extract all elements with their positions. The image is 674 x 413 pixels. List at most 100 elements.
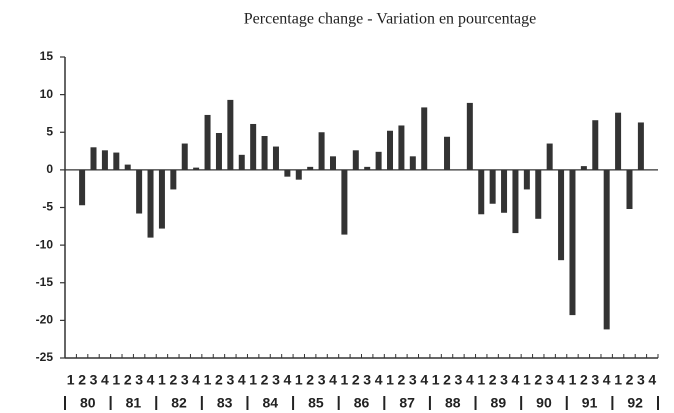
bar (250, 123, 257, 170)
x-tick-label: 1 (204, 372, 212, 388)
x-tick-label: 2 (124, 372, 132, 388)
x-tick-label: 1 (295, 372, 303, 388)
chart-title: Percentage change - Variation en pourcen… (244, 11, 536, 28)
x-tick-label: 4 (603, 372, 611, 388)
x-tick-label: 2 (489, 372, 497, 388)
x-tick-label: 1 (477, 372, 485, 388)
x-tick-label: 4 (283, 372, 291, 388)
bar (193, 167, 200, 170)
year-label: 88 (445, 395, 461, 411)
x-tick-label: 2 (78, 372, 86, 388)
x-tick-label: 3 (409, 372, 417, 388)
x-tick-label: 1 (112, 372, 120, 388)
bar (387, 130, 394, 170)
year-label: 89 (491, 395, 507, 411)
year-label: 82 (171, 395, 187, 411)
bar (307, 166, 314, 170)
bar (261, 136, 268, 170)
bar (170, 169, 177, 190)
bar (398, 125, 405, 170)
x-tick-label: 4 (557, 372, 565, 388)
x-tick-label: 2 (443, 372, 451, 388)
x-tick-label: 4 (648, 372, 656, 388)
year-label: 85 (308, 395, 324, 411)
bar (284, 169, 291, 177)
bar (238, 154, 245, 170)
bar (375, 151, 382, 170)
year-label: 91 (582, 395, 598, 411)
bar (489, 169, 496, 204)
x-tick-label: 4 (101, 372, 109, 388)
x-tick-label: 3 (591, 372, 599, 388)
x-tick-label: 1 (523, 372, 531, 388)
x-tick-label: 4 (420, 372, 428, 388)
x-tick-label: 3 (135, 372, 143, 388)
year-label: 83 (217, 395, 233, 411)
x-tick-label: 4 (147, 372, 155, 388)
x-tick-label: 2 (534, 372, 542, 388)
x-tick-label: 1 (340, 372, 348, 388)
bar (364, 166, 371, 170)
y-tick-label: -20 (36, 313, 54, 327)
x-tick-label: 2 (169, 372, 177, 388)
bar (409, 156, 416, 170)
bar (569, 169, 576, 316)
year-label: 92 (627, 395, 643, 411)
bar (101, 150, 108, 170)
y-tick-label: 0 (46, 162, 53, 176)
y-tick-label: -15 (36, 275, 54, 289)
year-label: 86 (354, 395, 370, 411)
x-tick-label: 2 (306, 372, 314, 388)
bar (124, 164, 131, 170)
bar (546, 143, 553, 170)
x-tick-label: 3 (455, 372, 463, 388)
bar (580, 166, 587, 170)
bar (113, 152, 120, 170)
year-label: 81 (126, 395, 142, 411)
x-tick-label: 3 (90, 372, 98, 388)
bar (79, 169, 86, 206)
bar (466, 102, 473, 170)
x-tick-label: 3 (500, 372, 508, 388)
x-tick-label: 1 (432, 372, 440, 388)
bar (478, 169, 485, 215)
y-tick-label: -5 (42, 200, 53, 214)
year-label: 84 (262, 395, 278, 411)
x-tick-label: 4 (329, 372, 337, 388)
bar (558, 169, 565, 261)
x-tick-label: 1 (67, 372, 75, 388)
x-tick-label: 2 (352, 372, 360, 388)
x-tick-label: 3 (546, 372, 554, 388)
bar (295, 169, 302, 180)
x-tick-label: 3 (363, 372, 371, 388)
bar (158, 169, 165, 229)
bar (523, 169, 530, 190)
y-tick-label: 15 (40, 49, 54, 63)
year-label: 90 (536, 395, 552, 411)
bar (204, 114, 211, 170)
x-tick-label: 1 (158, 372, 166, 388)
bar (421, 107, 428, 170)
x-tick-label: 2 (580, 372, 588, 388)
x-tick-label: 4 (192, 372, 200, 388)
bar (147, 169, 154, 238)
bar (329, 156, 336, 170)
bar (603, 169, 610, 330)
x-tick-label: 2 (261, 372, 269, 388)
bar (136, 169, 143, 214)
bar (637, 122, 644, 170)
x-tick-label: 3 (272, 372, 280, 388)
x-tick-label: 1 (569, 372, 577, 388)
x-tick-label: 4 (375, 372, 383, 388)
bar (512, 169, 519, 234)
bar (626, 169, 633, 210)
x-tick-label: 3 (226, 372, 234, 388)
bar (215, 133, 222, 170)
x-tick-label: 3 (181, 372, 189, 388)
bar (90, 147, 97, 170)
bar (501, 169, 508, 213)
x-tick-label: 2 (398, 372, 406, 388)
bar (592, 120, 599, 170)
y-tick-label: 10 (40, 87, 54, 101)
